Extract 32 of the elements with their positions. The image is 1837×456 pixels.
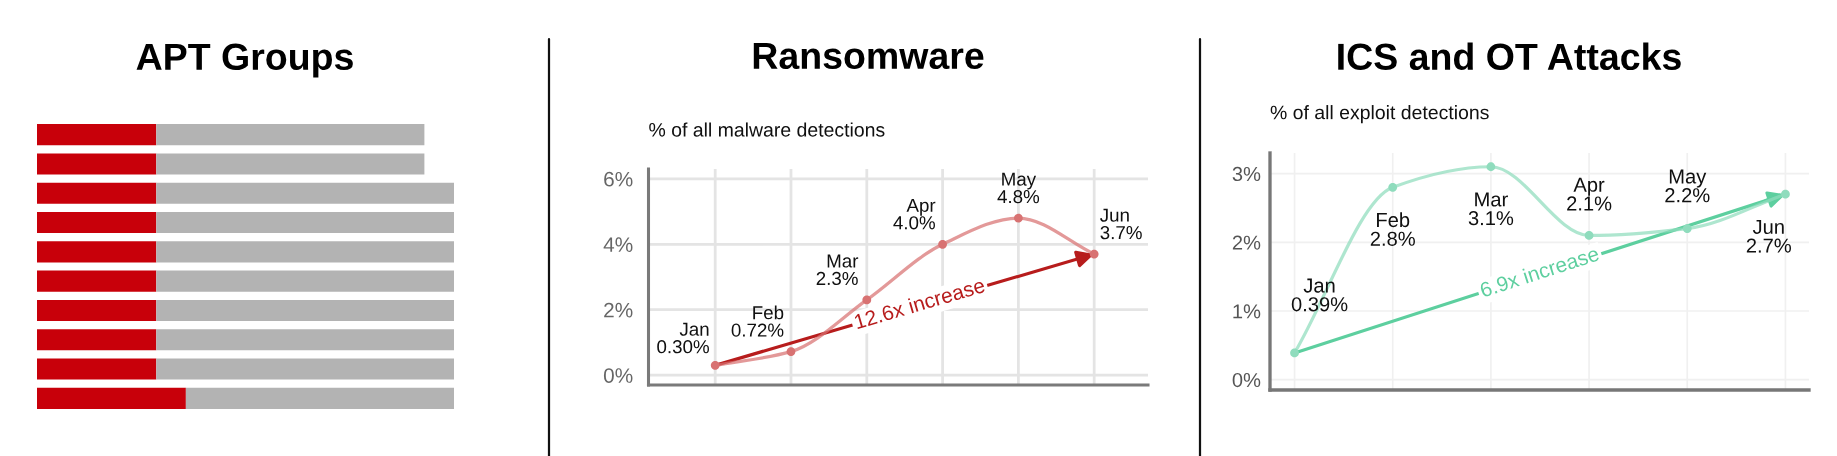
data-label: 3.1% (1468, 211, 1514, 226)
text: 6.9x increase (1479, 245, 1600, 298)
data-label: 2.3% (816, 271, 858, 286)
y-tick-label: 6% (604, 171, 633, 187)
category-label: May (1669, 169, 1707, 188)
data-label: 2.7% (1746, 238, 1792, 253)
y-tick-label: 1% (1233, 304, 1261, 319)
data-label: 2.1% (1567, 196, 1612, 211)
data-label: 0.39% (1291, 297, 1348, 312)
data-label: 2.8% (1370, 231, 1415, 246)
category-label: Mar (1475, 192, 1508, 207)
y-axis-title: % of all malware detections (649, 122, 885, 137)
chart-title: Ransomware (753, 42, 984, 70)
category-label: Jan (1303, 278, 1335, 293)
y-tick-label: 2% (1232, 235, 1261, 250)
y-tick-label: 3% (1232, 166, 1261, 182)
category-label: Apr (1573, 177, 1605, 196)
y-tick-label: 0% (1232, 372, 1261, 388)
data-label: 4.8% (997, 190, 1040, 204)
y-tick-label: 2% (604, 302, 633, 318)
category-label: Feb (1377, 212, 1410, 228)
y-axis-title: % of all exploit detections (1270, 105, 1489, 124)
chart-title: ICS and OT Attacks (1338, 42, 1681, 71)
data-label: 0.72% (731, 323, 784, 337)
y-tick-label: 4% (603, 237, 633, 252)
chart-title: APT Groups (136, 43, 353, 78)
category-label: Jun (1752, 219, 1784, 235)
data-label: 3.7% (1100, 226, 1142, 240)
y-tick-label: 0% (603, 368, 633, 383)
data-label: 2.2% (1665, 188, 1710, 203)
data-label: 4.0% (893, 216, 935, 230)
data-label: 0.30% (657, 340, 709, 354)
